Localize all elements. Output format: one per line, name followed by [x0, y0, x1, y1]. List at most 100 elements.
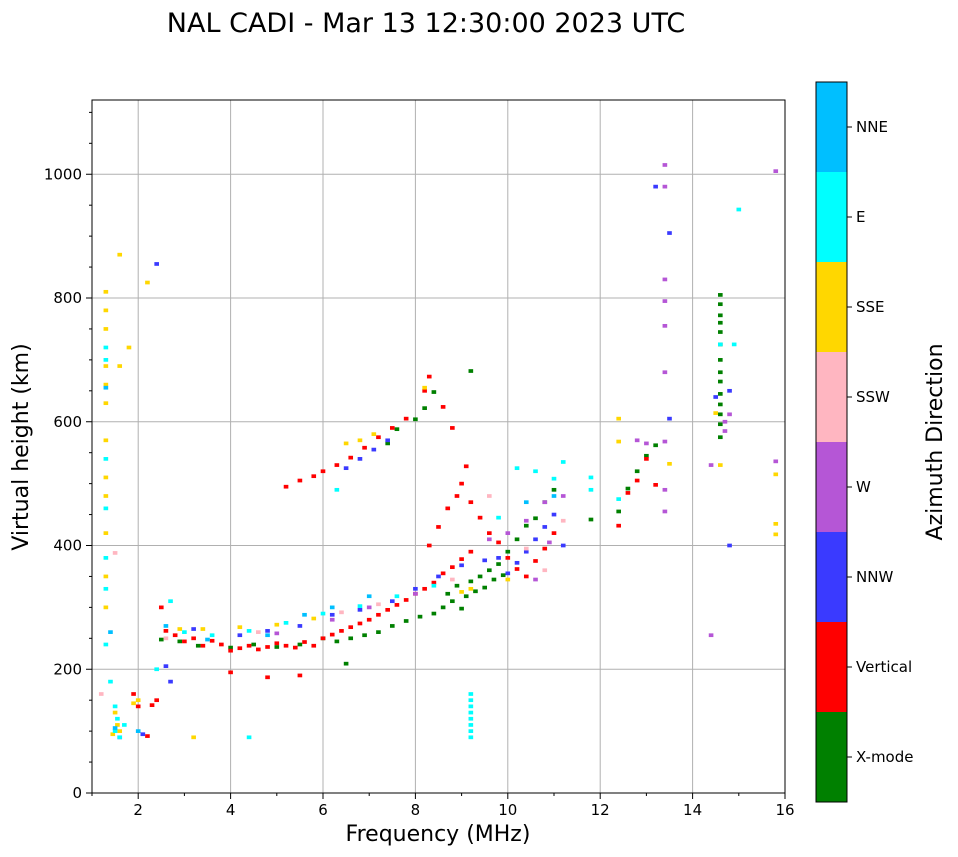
- echo-point-w: [708, 633, 714, 638]
- echo-point-vertical: [209, 638, 215, 643]
- echo-point-nnw: [482, 558, 488, 563]
- colorbar-swatch: [816, 622, 847, 712]
- x-tick-label: 4: [226, 801, 236, 819]
- echo-point-sse: [103, 327, 109, 331]
- colorbar-swatch: [816, 352, 847, 442]
- echo-point-sse: [117, 364, 123, 368]
- echo-point-vertical: [403, 416, 409, 421]
- echo-point-nnw: [163, 664, 169, 669]
- echo-point-x-mode: [274, 645, 280, 649]
- echo-point-x-mode: [195, 643, 201, 648]
- echo-point-x-mode: [376, 630, 381, 634]
- echo-point-nne: [205, 637, 210, 642]
- echo-point-x-mode: [718, 358, 723, 362]
- echo-point-vertical: [283, 484, 289, 489]
- echo-point-sse: [773, 472, 779, 477]
- echo-point-nne: [112, 726, 118, 730]
- echo-point-sse: [103, 574, 109, 579]
- echo-point-sse: [117, 252, 123, 257]
- echo-point-e: [182, 630, 187, 634]
- echo-point-w: [662, 277, 668, 282]
- colorbar-tick-label: NNW: [856, 568, 893, 586]
- echo-point-nne: [135, 729, 141, 733]
- echo-point-vertical: [311, 643, 317, 648]
- echo-point-x-mode: [445, 591, 451, 596]
- echo-point-e: [588, 475, 594, 480]
- chart-title: NAL CADI - Mar 13 12:30:00 2023 UTC: [167, 8, 685, 39]
- echo-point-e: [468, 692, 474, 696]
- echo-point-ssw: [542, 568, 548, 573]
- echo-point-nne: [103, 385, 109, 390]
- echo-point-w: [722, 429, 728, 433]
- echo-point-sse: [616, 416, 621, 421]
- echo-point-e: [533, 469, 538, 474]
- echo-point-vertical: [246, 643, 252, 648]
- echo-point-vertical: [320, 636, 326, 641]
- echo-point-e: [115, 716, 120, 721]
- echo-point-x-mode: [431, 390, 437, 394]
- echo-point-x-mode: [718, 330, 723, 334]
- colorbar-tick-label: W: [856, 478, 871, 496]
- echo-point-ssw: [450, 577, 455, 582]
- echo-point-x-mode: [413, 417, 418, 422]
- echo-point-vertical: [228, 670, 233, 675]
- echo-point-sse: [103, 308, 109, 313]
- echo-point-w: [533, 577, 538, 582]
- echo-point-x-mode: [417, 614, 423, 619]
- echo-point-e: [103, 556, 109, 560]
- echo-point-w: [727, 412, 732, 417]
- echo-point-vertical: [182, 639, 187, 644]
- echo-point-sse: [117, 729, 123, 733]
- echo-point-nnw: [140, 732, 146, 737]
- echo-point-nnw: [727, 388, 732, 393]
- echo-point-sse: [103, 494, 109, 498]
- echo-point-nnw: [496, 556, 501, 560]
- echo-point-nnw: [713, 395, 719, 399]
- echo-point-nne: [108, 630, 113, 634]
- y-tick-label: 1000: [44, 165, 82, 183]
- y-tick-label: 200: [53, 660, 82, 678]
- echo-point-x-mode: [718, 370, 723, 375]
- echo-point-nne: [302, 612, 307, 617]
- echo-point-vertical: [389, 426, 395, 430]
- echo-point-e: [122, 723, 127, 727]
- echo-point-w: [644, 441, 649, 446]
- echo-point-vertical: [468, 500, 474, 505]
- echo-point-vertical: [450, 565, 455, 570]
- x-tick-label: 2: [133, 801, 143, 819]
- echo-point-vertical: [468, 549, 474, 554]
- echo-point-vertical: [542, 546, 548, 551]
- echo-point-x-mode: [459, 606, 464, 611]
- echo-point-nnw: [168, 679, 173, 684]
- echo-point-e: [394, 594, 400, 599]
- echo-point-e: [112, 729, 118, 733]
- echo-point-w: [366, 605, 372, 610]
- echo-point-vertical: [431, 580, 437, 585]
- echo-point-w: [542, 500, 548, 505]
- echo-point-vertical: [445, 506, 451, 511]
- x-tick-label: 12: [591, 801, 610, 819]
- echo-point-nnw: [371, 447, 377, 452]
- echo-point-e: [468, 698, 474, 703]
- echo-point-w: [708, 463, 714, 467]
- echo-point-sse: [505, 577, 511, 582]
- echo-point-sse: [103, 289, 109, 294]
- echo-point-w: [274, 631, 280, 636]
- echo-point-nne: [523, 500, 529, 505]
- echo-point-vertical: [459, 481, 464, 486]
- echo-point-nnw: [297, 624, 303, 628]
- echo-point-sse: [667, 461, 672, 466]
- echo-point-x-mode: [473, 589, 478, 594]
- echo-point-ssw: [487, 494, 492, 498]
- echo-point-e: [468, 710, 474, 715]
- y-axis-label: Virtual height (km): [9, 343, 34, 550]
- echo-point-nnw: [343, 466, 349, 471]
- echo-point-vertical: [644, 457, 649, 461]
- x-tick-label: 8: [411, 801, 421, 819]
- echo-point-sse: [103, 401, 109, 406]
- echo-point-sse: [343, 441, 349, 446]
- echo-point-vertical: [219, 642, 224, 647]
- colorbar-tick-label: NNE: [856, 118, 888, 136]
- echo-point-w: [662, 439, 668, 444]
- echo-point-vertical: [463, 464, 469, 469]
